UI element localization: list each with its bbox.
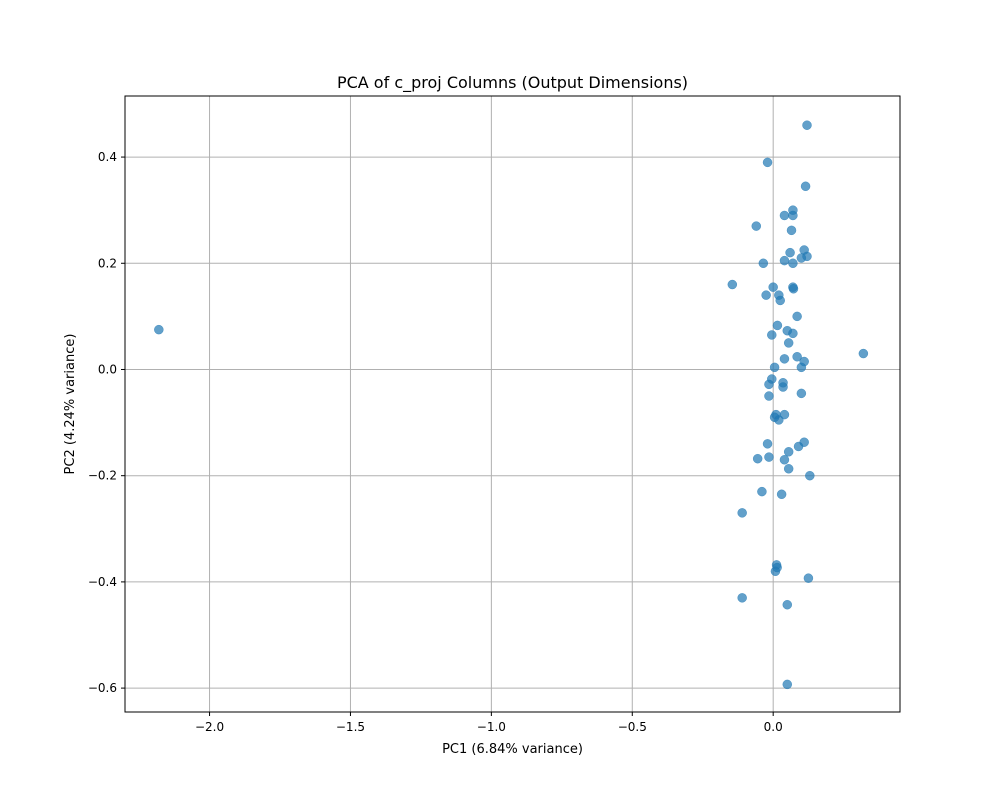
- scatter-point: [762, 439, 773, 449]
- scatter-point: [737, 508, 747, 518]
- scatter-point: [779, 354, 790, 364]
- data-points: [154, 120, 869, 690]
- scatter-point: [796, 362, 807, 373]
- x-tick-label: −1.5: [336, 720, 365, 734]
- scatter-point: [788, 258, 798, 269]
- scatter-point: [764, 391, 774, 401]
- scatter-point: [767, 330, 777, 340]
- scatter-point: [783, 464, 794, 474]
- scatter-point: [154, 324, 164, 335]
- scatter-point: [774, 415, 784, 425]
- scatter-point: [800, 181, 811, 192]
- y-axis-label: PC2 (4.24% variance): [63, 334, 78, 475]
- x-axis-ticks: −2.0 −1.5 −1.0 −0.5 0.0: [195, 712, 783, 734]
- scatter-point: [783, 338, 794, 348]
- scatter-point: [796, 388, 807, 399]
- scatter-point: [785, 247, 795, 258]
- scatter-point: [803, 573, 814, 583]
- scatter-point: [782, 679, 793, 690]
- y-axis-ticks: −0.6 −0.4 −0.2 0.0 0.2 0.4: [88, 150, 125, 695]
- scatter-point: [779, 255, 790, 266]
- scatter-point: [757, 486, 767, 497]
- scatter-point: [751, 221, 762, 231]
- y-tick-label: 0.2: [98, 256, 117, 270]
- scatter-point: [737, 593, 747, 603]
- scatter-point: [788, 284, 799, 294]
- grid: [125, 96, 900, 712]
- scatter-point: [772, 320, 783, 331]
- scatter-point: [758, 258, 769, 269]
- scatter-point: [776, 489, 787, 500]
- scatter-point: [796, 253, 807, 263]
- scatter-point: [788, 328, 798, 339]
- scatter-point: [805, 470, 815, 481]
- scatter-point: [768, 282, 778, 292]
- scatter-point: [761, 290, 771, 300]
- scatter-point: [764, 452, 774, 462]
- scatter-point: [802, 120, 812, 130]
- y-tick-label: −0.2: [88, 469, 117, 483]
- scatter-point: [775, 295, 785, 306]
- scatter-point: [786, 225, 797, 236]
- y-tick-label: 0.4: [98, 150, 117, 164]
- x-tick-label: −2.0: [195, 720, 224, 734]
- x-tick-label: −1.0: [477, 720, 506, 734]
- plot-area-frame: [124, 95, 901, 713]
- scatter-point: [762, 157, 773, 168]
- scatter-point: [770, 566, 781, 577]
- scatter-point: [752, 453, 763, 464]
- x-tick-label: 0.0: [764, 720, 783, 734]
- x-tick-label: −0.5: [618, 720, 647, 734]
- scatter-point: [727, 279, 738, 290]
- scatter-point: [793, 441, 804, 452]
- scatter-point: [779, 210, 790, 221]
- scatter-point: [792, 311, 802, 322]
- y-tick-label: −0.6: [88, 681, 117, 695]
- scatter-point: [764, 379, 774, 390]
- scatter-point: [858, 348, 869, 359]
- x-axis-label: PC1 (6.84% variance): [442, 742, 583, 757]
- scatter-point: [783, 447, 794, 457]
- chart-title: PCA of c_proj Columns (Output Dimensions…: [337, 73, 688, 93]
- scatter-point: [778, 382, 788, 392]
- y-tick-label: 0.0: [98, 362, 117, 376]
- scatter-point: [769, 362, 780, 373]
- scatter-point: [788, 210, 798, 221]
- y-tick-label: −0.4: [88, 575, 117, 589]
- scatter-point: [792, 351, 802, 362]
- scatter-point: [779, 455, 790, 465]
- scatter-point: [782, 599, 793, 610]
